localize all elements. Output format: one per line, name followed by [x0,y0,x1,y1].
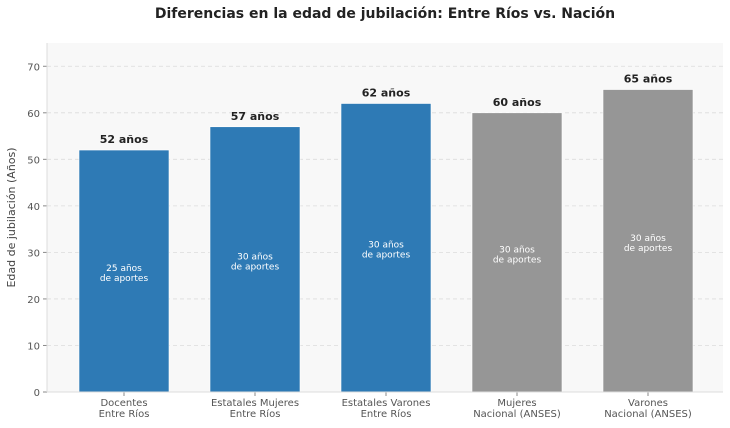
y-tick-label: 70 [27,62,40,73]
chart-title: Diferencias en la edad de jubilación: En… [155,6,615,22]
y-tick-label: 40 [27,202,40,213]
bar [78,149,170,393]
bar-value-label: 52 años [100,133,149,146]
x-tick-label: Varones [628,398,668,409]
bar-inner-label: 30 años [368,241,404,251]
x-tick-label: Docentes [100,398,147,409]
x-tick-label: Nacional (ANSES) [473,409,561,420]
bar-inner-label: de aportes [100,274,149,284]
y-tick-label: 10 [27,341,40,352]
x-tick-label: Estatales Mujeres [211,398,299,409]
x-tick-label: Entre Ríos [99,408,150,420]
bar-inner-label: 30 años [499,245,535,255]
bar-value-label: 65 años [624,73,673,86]
y-tick-label: 30 [27,248,40,259]
y-axis-label: Edad de jubilación (Años) [5,147,18,287]
bar [340,103,432,393]
bar-inner-label: de aportes [362,251,411,261]
bar-value-label: 62 años [362,86,411,99]
bar-value-label: 57 años [231,110,280,123]
bar [471,112,563,393]
x-tick-label: Entre Ríos [361,408,412,420]
bar-inner-label: de aportes [231,262,280,272]
x-tick-label: Nacional (ANSES) [604,409,692,420]
y-tick-label: 20 [27,295,40,306]
bar-inner-label: 30 años [237,252,273,262]
y-tick-label: 50 [27,155,40,166]
x-tick-label: Entre Ríos [230,408,281,420]
y-tick-label: 60 [27,109,40,120]
y-tick-label: 0 [34,388,40,399]
bar [209,126,301,393]
bar-inner-label: 30 años [630,234,666,244]
bar-inner-label: de aportes [624,244,673,254]
bar-inner-label: de aportes [493,255,542,265]
bar-inner-label: 25 años [106,264,142,274]
bar-value-label: 60 años [493,96,542,109]
x-tick-label: Estatales Varones [342,398,431,409]
bar [602,89,694,393]
x-tick-label: Mujeres [497,398,536,409]
